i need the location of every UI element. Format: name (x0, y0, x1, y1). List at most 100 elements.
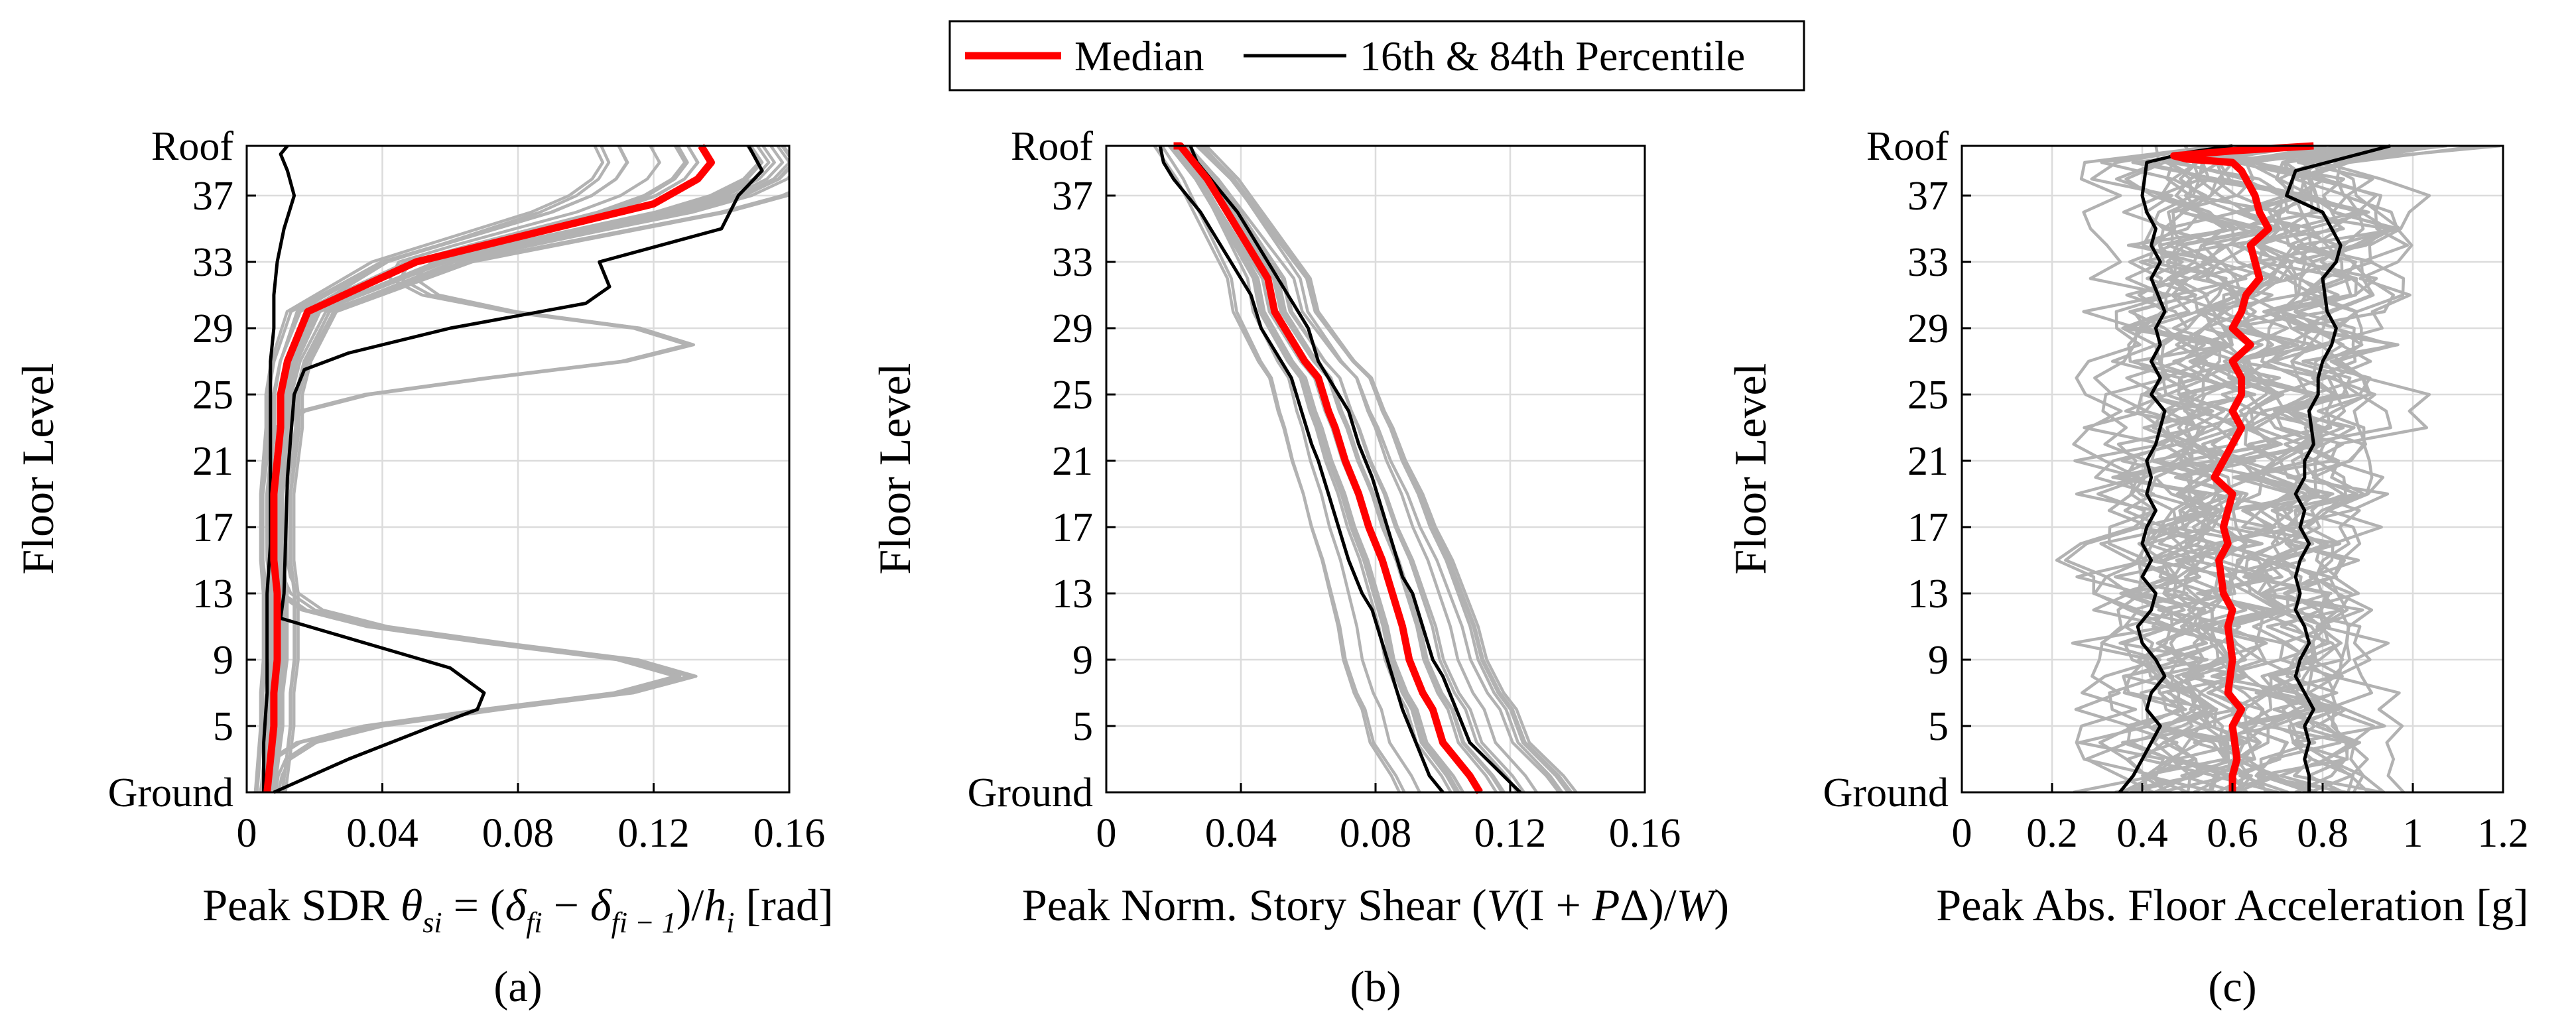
panel-c-xtick-label: 0.6 (2207, 811, 2258, 856)
panel-c-xtick-label: 0.2 (2026, 811, 2078, 856)
panel-a-record-curve (281, 146, 789, 792)
panel-b-xtick-label: 0.12 (1474, 811, 1547, 856)
panel-a-xlabel: Peak SDR θsi = (δfi − δfi − 1)/hi [rad] (202, 880, 833, 939)
panel-a-record-curve (284, 193, 789, 792)
panel-b-ytick-label: 29 (1052, 306, 1093, 351)
panel-c-record-curve (2099, 146, 2227, 792)
panel-b-ytick-label: 17 (1052, 505, 1093, 550)
panel-b-ylabel: Floor Level (869, 363, 920, 574)
panel-c-ytick-label: Roof (1866, 124, 1949, 169)
panel-c-ytick-label: 21 (1907, 439, 1949, 484)
panel-b-xtick-label: 0.16 (1609, 811, 1681, 856)
panel-b-ytick-label: 9 (1072, 638, 1093, 683)
panel-b-record-curve (1153, 146, 1406, 792)
panel-b-record-curve (1173, 146, 1460, 792)
panel-c-ytick-label: 29 (1907, 306, 1949, 351)
panel-a-p84-line (273, 145, 764, 794)
panel-c-xtick-label: 0 (1952, 811, 1972, 856)
panel-c-record-curve (2173, 146, 2351, 792)
panel-b-record-curve (1181, 146, 1525, 792)
panel-c-xlabel: Peak Abs. Floor Acceleration [g] (1936, 880, 2528, 930)
panel-c-xtick-label: 0.8 (2297, 811, 2349, 856)
panel-b-ytick-label: Roof (1011, 124, 1093, 169)
panel-a-ytick-label: 25 (192, 373, 233, 418)
panel-c-record-curve (2138, 146, 2278, 792)
panel-c-xtick-label: 0.4 (2116, 811, 2168, 856)
panel-b-ytick-label: 13 (1052, 572, 1093, 617)
panel-a-xtick-label: 0.08 (482, 811, 554, 856)
panel-c-ytick-label: 9 (1928, 638, 1949, 683)
panel-b-xtick-label: 0 (1096, 811, 1117, 856)
panel-a-ytick-label: Ground (108, 770, 233, 816)
panel-a-xtick-label: 0 (237, 811, 257, 856)
legend-box (948, 20, 1805, 91)
panel-a-series (262, 144, 764, 794)
panel-a-ytick-label: 37 (192, 174, 233, 219)
panel-c-ytick-label: 13 (1907, 572, 1949, 617)
panel-b-x-ticks: 0 0.04 0.08 0.12 0.16 (1096, 783, 1681, 856)
panel-a-ytick-label: 5 (213, 704, 233, 749)
panel-b-label: (b) (1350, 963, 1401, 1011)
panel-a-record-curve (273, 190, 789, 792)
panel-b-record-curve (1175, 146, 1421, 792)
panel-a-x-ticks: 0 0.04 0.08 0.12 0.16 (237, 783, 826, 856)
panel-c-ytick-label: 17 (1907, 505, 1949, 550)
panel-c-record-curve (2055, 146, 2219, 792)
panel-c-ylabel: Floor Level (1725, 363, 1775, 574)
panel-b-p16-line (1158, 145, 1445, 794)
panel-b-individual-curves (1153, 146, 1578, 792)
panel-a-record-curve (264, 174, 789, 792)
panel-b-ytick-label: 37 (1052, 174, 1093, 219)
legend: Median 16th & 84th Percentile (948, 20, 1805, 91)
panel-b-ytick-label: 25 (1052, 373, 1093, 418)
panel-a-ytick-label: 13 (192, 572, 233, 617)
panel-c-ytick-label: 33 (1907, 240, 1949, 285)
panel-b-record-curve (1179, 146, 1504, 792)
panel-b-series (1158, 142, 1521, 794)
panel-b-xtick-label: 0.04 (1205, 811, 1277, 856)
panel-a-median-line (263, 144, 715, 793)
panel-a-xtick-label: 0.16 (753, 811, 826, 856)
panel-a-xtick-label: 0.12 (617, 811, 690, 856)
panel-c-xtick-label: 1 (2403, 811, 2423, 856)
panel-a-p16-line (262, 145, 296, 792)
panel-c-record-curve (2233, 146, 2349, 792)
legend-median-label: Median (1074, 32, 1204, 80)
panel-a-ytick-label: Roof (151, 124, 233, 169)
panel-c-record-curve (2093, 146, 2265, 792)
panel-a-ytick-label: 21 (192, 439, 233, 484)
panel-b-record-curve (1195, 146, 1578, 792)
panel-b-xtick-label: 0.08 (1340, 811, 1412, 856)
panel-c-ytick-label: Ground (1823, 770, 1949, 816)
panel-a-ytick-label: 29 (192, 306, 233, 351)
panel-c-ytick-label: 25 (1907, 373, 1949, 418)
panel-a-record-curve (253, 146, 605, 792)
panel-b-ytick-label: 21 (1052, 439, 1093, 484)
panel-b-median-line (1173, 142, 1483, 794)
panel-a-record-curve (255, 146, 629, 792)
panel-c-x-ticks: 0 0.2 0.4 0.6 0.8 1 1.2 (1952, 783, 2529, 856)
panel-c-record-curve (2247, 146, 2418, 792)
panel-c-record-curve (2278, 146, 2447, 792)
panel-a-grid (247, 146, 789, 792)
panel-c-record-curve (2222, 146, 2351, 792)
panel-a-ylabel: Floor Level (13, 363, 63, 574)
panel-b: Ground 5 9 13 17 21 25 29 33 37 Roof 0 0.04 0.08 0.12… (869, 124, 1729, 1011)
panel-c-ytick-label: 5 (1928, 704, 1949, 749)
panel-a-ytick-label: 9 (213, 638, 233, 683)
panel-a: Ground 5 9 13 17 21 25 29 33 37 Roof 0 0.04 0.08 0.12… (13, 124, 834, 1011)
legend-percentile-label: 16th & 84th Percentile (1360, 32, 1745, 80)
panel-c-p84-line (2285, 144, 2391, 792)
panel-b-ytick-label: Ground (968, 770, 1093, 816)
panel-b-p84-line (1189, 145, 1521, 794)
panel-a-record-curve (270, 146, 764, 792)
panel-c-ytick-label: 37 (1907, 174, 1949, 219)
panel-b-record-curve (1183, 146, 1561, 792)
panel-c-series (2118, 142, 2391, 794)
panel-c-record-curve (2148, 146, 2308, 792)
panel-a-xtick-label: 0.04 (346, 811, 419, 856)
panel-c-individual-curves (2055, 146, 2501, 792)
panel-c-p16-line (2118, 144, 2233, 794)
panel-c-label: (c) (2208, 963, 2256, 1011)
